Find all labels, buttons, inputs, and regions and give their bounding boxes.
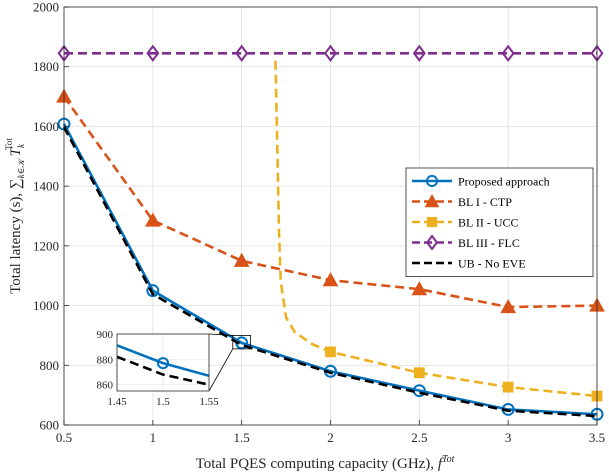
- series-group: [56, 44, 605, 421]
- data-point-marker: [502, 381, 514, 393]
- data-point-marker: [146, 44, 160, 62]
- inset-series-line: [117, 344, 209, 378]
- legend-label: BL III - FLC: [458, 236, 520, 250]
- x-tick-label: 3: [505, 430, 512, 445]
- y-tick-label: 1600: [33, 119, 59, 134]
- data-point-marker: [501, 44, 515, 62]
- legend-label: UB - No EVE: [458, 257, 526, 271]
- data-point-marker: [146, 284, 160, 298]
- data-point-marker: [500, 299, 517, 314]
- legend-entry: BL III - FLC: [412, 234, 520, 251]
- y-tick-label: 1800: [33, 59, 59, 74]
- data-point-marker: [411, 281, 428, 296]
- y-axis-label: Total latency (s), ∑k∈𝒦TkTot: [4, 138, 26, 294]
- y-tick-label: 600: [40, 418, 60, 433]
- legend-entry: BL II - UCC: [412, 216, 519, 230]
- legend-label: BL I - CTP: [458, 195, 512, 209]
- y-tick-label: 1400: [33, 179, 59, 194]
- axes: 0.5 1 1.5 2 2.5 3 3.5 600 800 1000 1200 1400 1600 180…: [33, 0, 605, 445]
- x-tick-label: 0.5: [56, 430, 72, 445]
- legend-marker: [425, 174, 439, 188]
- x-tick-label: 1.5: [234, 430, 250, 445]
- legend-marker: [425, 234, 439, 251]
- zoom-connector: [208, 348, 234, 392]
- x-tick-label: 3.5: [589, 430, 605, 445]
- inset-zoom: 1.45 1.5 1.55 860 880 900: [97, 329, 251, 408]
- inset-x-tick-label: 1.5: [156, 396, 170, 408]
- legend: Proposed approach BL I - CTP BL II - UCC BL…: [405, 167, 594, 277]
- legend-label: Proposed approach: [458, 175, 550, 189]
- data-point-marker: [235, 44, 249, 62]
- series-bl-iii-flc: [57, 44, 604, 62]
- data-point-marker: [325, 346, 336, 358]
- zoom-region-box: [232, 335, 251, 350]
- x-tick-label: 2.5: [411, 430, 427, 445]
- x-tick-label: 2: [327, 430, 334, 445]
- inset-x-tick-label: 1.45: [107, 396, 127, 408]
- legend-entry: UB - No EVE: [412, 257, 526, 271]
- x-tick-label: 1: [150, 430, 157, 445]
- y-tick-label: 1000: [33, 298, 59, 313]
- legend-label: BL II - UCC: [458, 216, 519, 230]
- data-point-marker: [413, 367, 425, 379]
- y-tick-label: 1200: [33, 238, 59, 253]
- data-point-marker: [233, 252, 250, 267]
- inset-x-tick-label: 1.55: [199, 396, 219, 408]
- inset-y-tick-label: 900: [97, 329, 114, 341]
- y-tick-label: 800: [40, 358, 60, 373]
- inset-series: [117, 344, 209, 386]
- legend-entry: Proposed approach: [412, 175, 550, 189]
- series-line: [274, 60, 598, 398]
- series-line: [62, 126, 598, 418]
- inset-y-tick-label: 880: [97, 354, 114, 366]
- series-ub-no-eve: [62, 126, 598, 418]
- legend-marker: [424, 193, 440, 208]
- inset-y-tick-label: 860: [97, 380, 114, 392]
- data-point-marker: [144, 212, 161, 227]
- data-point-marker: [322, 272, 339, 287]
- inset-frame: [116, 333, 210, 392]
- data-point-marker: [324, 44, 337, 62]
- zoom-connector: [208, 333, 233, 336]
- data-point-marker: [412, 44, 426, 62]
- x-axis-label: Total PQES computing capacity (GHz), fTo…: [196, 454, 455, 472]
- inset-data-point-marker: [156, 357, 170, 370]
- y-tick-label: 2000: [33, 0, 59, 15]
- legend-entry: BL I - CTP: [412, 193, 512, 209]
- inset-series-line: [117, 355, 209, 386]
- legend-marker: [426, 216, 438, 228]
